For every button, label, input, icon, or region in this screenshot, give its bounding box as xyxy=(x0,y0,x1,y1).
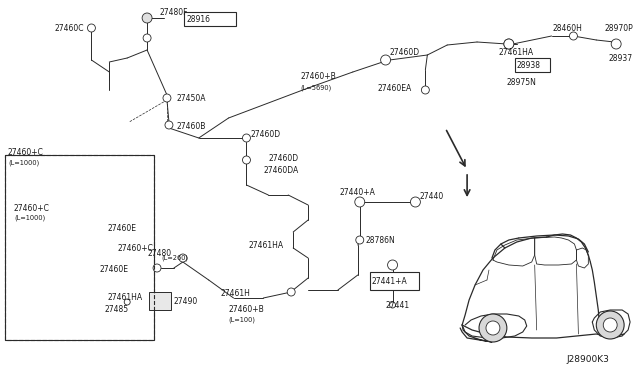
Text: 27480: 27480 xyxy=(147,248,172,257)
Circle shape xyxy=(163,94,171,102)
Text: 27450A: 27450A xyxy=(177,93,207,103)
Text: 27460EA: 27460EA xyxy=(378,83,412,93)
Circle shape xyxy=(390,302,396,308)
Circle shape xyxy=(504,39,514,49)
Text: 28938: 28938 xyxy=(516,61,541,70)
Circle shape xyxy=(570,32,577,40)
Circle shape xyxy=(287,288,295,296)
Text: 28916: 28916 xyxy=(187,15,211,23)
Text: 27460+B: 27460+B xyxy=(300,71,336,80)
Text: (L=5690): (L=5690) xyxy=(300,85,332,91)
Bar xyxy=(370,272,419,290)
Text: 28975N: 28975N xyxy=(507,77,537,87)
Bar xyxy=(5,155,154,340)
Circle shape xyxy=(142,13,152,23)
Text: 27490: 27490 xyxy=(174,298,198,307)
Circle shape xyxy=(355,197,365,207)
Bar xyxy=(515,58,550,72)
Text: 27460E: 27460E xyxy=(99,266,129,275)
Circle shape xyxy=(356,236,364,244)
Text: 27460DA: 27460DA xyxy=(264,166,299,174)
Bar xyxy=(149,292,171,310)
Circle shape xyxy=(153,264,161,272)
Text: 28460H: 28460H xyxy=(552,23,582,32)
Circle shape xyxy=(165,121,173,129)
Text: 27460D: 27460D xyxy=(250,129,280,138)
Text: 27485: 27485 xyxy=(104,305,129,314)
Text: 27461HA: 27461HA xyxy=(499,48,534,57)
Text: 27460+C: 27460+C xyxy=(117,244,153,253)
Text: 27440+A: 27440+A xyxy=(340,187,376,196)
Circle shape xyxy=(179,254,187,262)
Text: 27460D: 27460D xyxy=(390,48,420,57)
Text: (L=260): (L=260) xyxy=(161,255,188,261)
Text: 27460D: 27460D xyxy=(268,154,298,163)
Text: (L=1000): (L=1000) xyxy=(14,215,45,221)
Text: 27461HA: 27461HA xyxy=(108,294,143,302)
Text: (L=1000): (L=1000) xyxy=(8,160,39,166)
Text: 27461H: 27461H xyxy=(221,289,250,298)
Text: 28970P: 28970P xyxy=(604,23,633,32)
Bar xyxy=(184,12,236,26)
Text: 27460C: 27460C xyxy=(54,23,84,32)
Circle shape xyxy=(143,34,151,42)
Circle shape xyxy=(486,321,500,335)
Circle shape xyxy=(388,260,397,270)
Circle shape xyxy=(410,197,420,207)
Circle shape xyxy=(596,311,624,339)
Text: 27441: 27441 xyxy=(386,301,410,310)
Text: 27440: 27440 xyxy=(419,192,444,201)
Circle shape xyxy=(381,56,390,64)
Circle shape xyxy=(124,299,130,305)
Text: 27480F: 27480F xyxy=(159,7,188,16)
Circle shape xyxy=(479,314,507,342)
Bar xyxy=(5,155,154,340)
Text: 27460+C: 27460+C xyxy=(8,148,44,157)
Circle shape xyxy=(421,86,429,94)
Text: (L=100): (L=100) xyxy=(228,317,255,323)
Circle shape xyxy=(243,156,250,164)
Text: 28786N: 28786N xyxy=(365,235,396,244)
Text: 27460+B: 27460+B xyxy=(228,305,264,314)
Text: 27461HA: 27461HA xyxy=(248,241,284,250)
Text: 27460E: 27460E xyxy=(108,224,136,232)
Circle shape xyxy=(381,55,390,65)
Text: 28937: 28937 xyxy=(608,54,632,62)
Circle shape xyxy=(243,134,250,142)
Circle shape xyxy=(611,39,621,49)
Text: J28900K3: J28900K3 xyxy=(566,356,609,365)
Text: 27460+C: 27460+C xyxy=(14,203,50,212)
Text: 27441+A: 27441+A xyxy=(372,278,408,286)
Circle shape xyxy=(604,318,617,332)
Text: 27460B: 27460B xyxy=(177,122,206,131)
Circle shape xyxy=(504,39,514,49)
Circle shape xyxy=(88,24,95,32)
